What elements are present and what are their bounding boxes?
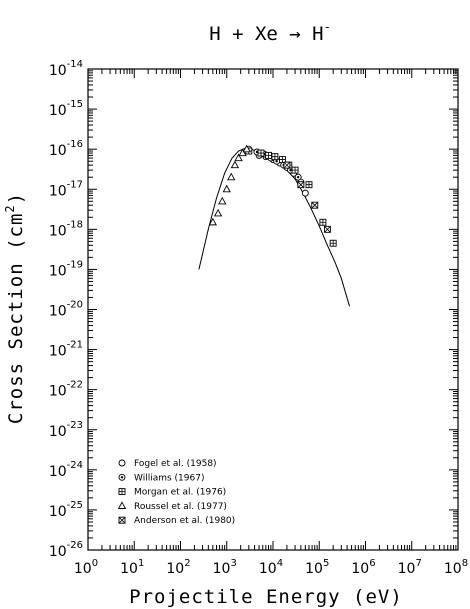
y-tick-label: 10-26 (49, 540, 83, 560)
marker-triangle (230, 160, 240, 169)
marker-dot (120, 476, 124, 479)
data-point (291, 166, 299, 174)
data-point (329, 239, 337, 247)
marker-plus (330, 240, 337, 247)
marker-x (118, 516, 126, 524)
data-point (301, 189, 309, 197)
marker-circle (301, 189, 309, 197)
data-point (323, 225, 331, 233)
marker-x (324, 226, 331, 233)
x-tick-label: 100 (74, 558, 98, 577)
data-point (265, 151, 272, 159)
data-point (257, 149, 265, 157)
y-tick-label: 10-19 (49, 259, 83, 279)
x-axis-label: Projectile Energy (eV) (129, 586, 403, 608)
marker-plus (257, 150, 264, 157)
marker-triangle (242, 144, 251, 153)
legend-entry-label: Morgan et al. (1976) (134, 488, 226, 498)
x-tick-label: 103 (213, 558, 237, 577)
y-axis-label: Cross Section (cm2) (3, 192, 27, 424)
y-axis-label-superscript: 2 (3, 204, 17, 212)
data-point (242, 144, 251, 153)
y-tick-label: 10-25 (49, 500, 83, 520)
marker-triangle (208, 217, 217, 226)
legend-entry-label: Fogel et al. (1958) (134, 459, 217, 469)
y-axis-label-prefix: Cross Section (cm (5, 213, 27, 424)
data-point (213, 208, 223, 217)
y-tick-label: 10-17 (49, 179, 83, 199)
legend-marker (118, 473, 126, 481)
y-tick-label: 10-23 (49, 420, 83, 440)
y-tick-label: 10-14 (49, 59, 83, 79)
marker-triangle (222, 184, 231, 193)
data-point (319, 218, 327, 226)
chart-title-superscript: - (324, 20, 331, 34)
data-point (311, 201, 319, 209)
marker-x (311, 201, 319, 209)
legend-entry-label: Roussel et al. (1977) (134, 502, 227, 512)
legend-marker (118, 459, 126, 467)
y-tick-label: 10-15 (49, 99, 83, 119)
y-tick-label: 10-21 (49, 340, 83, 360)
marker-plus (292, 167, 299, 174)
tick-labels: 100 101 102 103 104 105 106 107 108 10-14 10-15 10-… (49, 59, 468, 577)
data-point (222, 184, 231, 193)
marker-circle (118, 459, 126, 467)
x-tick-label: 104 (259, 558, 283, 577)
marker-x (283, 161, 291, 169)
data-point (238, 148, 247, 157)
data-point (234, 153, 243, 162)
data-point (218, 196, 227, 205)
legend-entry-label: Williams (1967) (134, 473, 204, 483)
marker-x (297, 181, 305, 188)
marker-triangle (234, 153, 243, 162)
y-tick-label: 10-24 (49, 460, 83, 480)
legend-marker (118, 516, 126, 524)
marker-triangle (218, 196, 227, 205)
data-point (278, 156, 286, 164)
x-tick-label: 102 (166, 558, 190, 577)
data-point (305, 181, 313, 189)
y-tick-label: 10-16 (49, 139, 83, 159)
data-point (271, 153, 279, 161)
marker-dot (275, 160, 278, 163)
y-tick-label: 10-22 (49, 380, 83, 400)
marker-triangle (227, 172, 236, 181)
marker-plus (305, 181, 312, 188)
data-point (208, 217, 217, 226)
data-points-layer (208, 144, 337, 247)
marker-dot (296, 175, 300, 179)
y-tick-label: 10-18 (49, 219, 83, 239)
legend-marker (118, 488, 126, 496)
legend-entry-label: Anderson et al. (1980) (134, 516, 235, 526)
marker-plus (279, 156, 286, 163)
marker-plus (265, 152, 272, 159)
data-point (230, 160, 240, 169)
marker-dot (289, 168, 292, 172)
marker-triangle (117, 501, 127, 509)
chart-title-text: H + Xe → H (209, 23, 323, 45)
legend-marker (117, 501, 127, 509)
data-point (283, 161, 291, 169)
x-tick-label: 106 (351, 558, 375, 577)
marker-triangle (238, 148, 247, 157)
y-tick-label: 10-20 (49, 300, 83, 320)
x-tick-label: 107 (398, 558, 422, 577)
marker-plus (271, 153, 278, 160)
chart-title: H + Xe → H- (209, 20, 331, 45)
x-tick-label: 108 (444, 558, 468, 577)
axis-ticks (87, 69, 458, 551)
x-tick-label: 105 (305, 558, 329, 577)
data-point (227, 172, 236, 181)
data-point (297, 181, 305, 189)
marker-plus (119, 488, 125, 495)
legend: Fogel et al. (1958) Williams (1967) Morgan… (117, 459, 235, 526)
marker-triangle (213, 208, 223, 217)
x-tick-label: 101 (120, 558, 144, 577)
data-point (294, 173, 302, 181)
y-axis-label-suffix: ) (5, 192, 27, 204)
marker-plus (319, 219, 326, 226)
